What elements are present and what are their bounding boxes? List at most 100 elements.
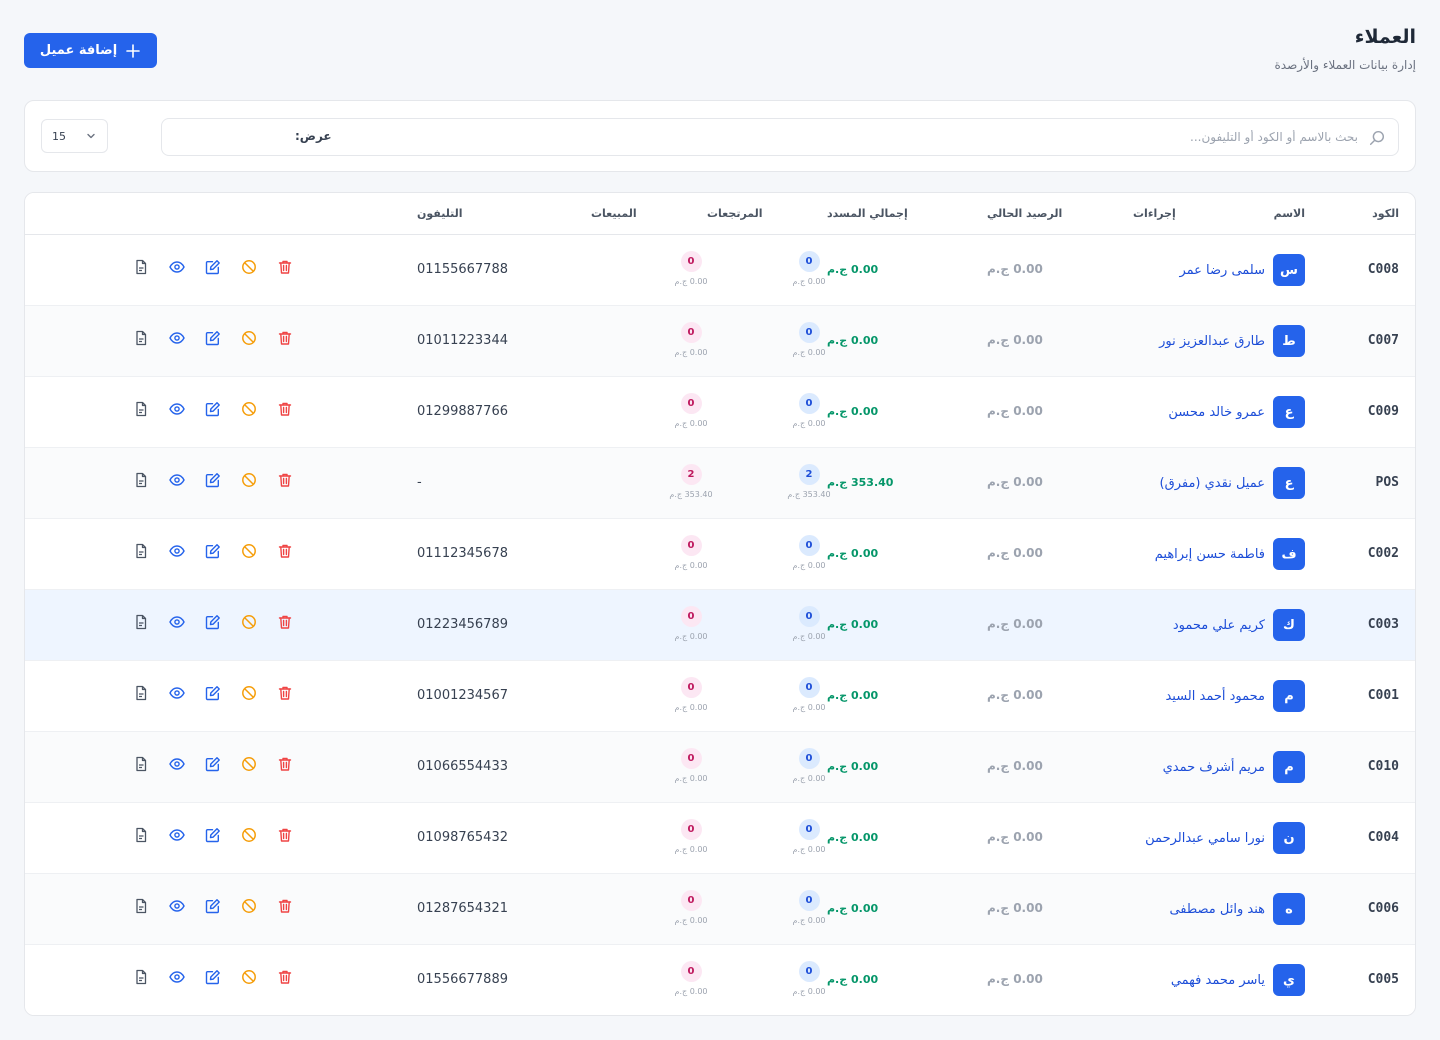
- edit-icon[interactable]: [205, 969, 221, 985]
- edit-icon[interactable]: [205, 472, 221, 488]
- edit-icon[interactable]: [205, 827, 221, 843]
- block-icon[interactable]: [241, 543, 257, 559]
- statement-icon[interactable]: [133, 756, 149, 772]
- block-icon[interactable]: [241, 969, 257, 985]
- block-icon[interactable]: [241, 259, 257, 275]
- filter-bar: عرض: 15: [24, 100, 1416, 172]
- edit-icon[interactable]: [205, 685, 221, 701]
- statement-icon[interactable]: [133, 898, 149, 914]
- customer-name-link[interactable]: كريم علي محمود: [1172, 617, 1265, 633]
- block-icon[interactable]: [241, 756, 257, 772]
- customer-name-link[interactable]: هند وائل مصطفى: [1169, 901, 1265, 917]
- statement-icon[interactable]: [133, 401, 149, 417]
- delete-icon[interactable]: [277, 401, 293, 417]
- statement-icon[interactable]: [133, 685, 149, 701]
- edit-icon[interactable]: [205, 543, 221, 559]
- customer-name-link[interactable]: ياسر محمد فهمي: [1170, 972, 1265, 988]
- view-icon[interactable]: [169, 827, 185, 843]
- table-row: C002 ف فاطمة حسن إبراهيم 01112345678 0 0…: [25, 519, 1415, 590]
- view-icon[interactable]: [169, 259, 185, 275]
- block-icon[interactable]: [241, 827, 257, 843]
- block-icon[interactable]: [241, 330, 257, 346]
- returns-cell: 0 0.00 ج.م: [661, 959, 721, 996]
- edit-icon[interactable]: [205, 614, 221, 630]
- customer-phone: 01155667788: [417, 262, 508, 277]
- view-icon[interactable]: [169, 614, 185, 630]
- current-balance: 0.00 ج.م: [987, 688, 1043, 702]
- edit-icon[interactable]: [205, 756, 221, 772]
- delete-icon[interactable]: [277, 259, 293, 275]
- delete-icon[interactable]: [277, 614, 293, 630]
- delete-icon[interactable]: [277, 969, 293, 985]
- view-icon[interactable]: [169, 969, 185, 985]
- edit-icon[interactable]: [205, 898, 221, 914]
- delete-icon[interactable]: [277, 756, 293, 772]
- block-icon[interactable]: [241, 472, 257, 488]
- customer-code: C004: [1367, 830, 1399, 845]
- add-customer-button[interactable]: إضافة عميل: [24, 33, 157, 68]
- view-icon[interactable]: [169, 756, 185, 772]
- view-icon[interactable]: [169, 401, 185, 417]
- returns-count-badge: 0: [680, 748, 702, 769]
- customer-phone: 01287654321: [417, 901, 508, 916]
- statement-icon[interactable]: [133, 330, 149, 346]
- view-icon[interactable]: [169, 898, 185, 914]
- delete-icon[interactable]: [277, 543, 293, 559]
- total-paid: 0.00 ج.م: [827, 334, 879, 347]
- header-balance: الرصيد الحالي: [987, 207, 1063, 220]
- customer-name-link[interactable]: محمود أحمد السيد: [1165, 688, 1265, 704]
- customer-name-cell: ط طارق عبدالعزيز نور: [1159, 325, 1305, 357]
- returns-count-badge: 0: [680, 393, 702, 414]
- total-paid: 0.00 ج.م: [827, 831, 879, 844]
- customer-phone: 01011223344: [417, 333, 508, 348]
- customer-name-link[interactable]: طارق عبدالعزيز نور: [1159, 333, 1265, 349]
- delete-icon[interactable]: [277, 827, 293, 843]
- edit-icon[interactable]: [205, 401, 221, 417]
- block-icon[interactable]: [241, 685, 257, 701]
- returns-cell: 0 0.00 ج.م: [661, 746, 721, 783]
- table-row: C008 س سلمى رضا عمر 01155667788 0 0.00 ج…: [25, 235, 1415, 306]
- statement-icon[interactable]: [133, 827, 149, 843]
- block-icon[interactable]: [241, 401, 257, 417]
- per-page-select[interactable]: 15: [41, 119, 108, 153]
- customer-name-link[interactable]: فاطمة حسن إبراهيم: [1154, 546, 1265, 562]
- edit-icon[interactable]: [205, 259, 221, 275]
- header-sales: المبيعات: [591, 207, 637, 220]
- chevron-down-icon: [87, 133, 95, 139]
- table-body: C008 س سلمى رضا عمر 01155667788 0 0.00 ج…: [25, 235, 1415, 1015]
- block-icon[interactable]: [241, 614, 257, 630]
- view-icon[interactable]: [169, 685, 185, 701]
- customer-phone: 01112345678: [417, 546, 508, 561]
- sales-count-badge: 0: [798, 819, 820, 840]
- current-balance: 0.00 ج.م: [987, 546, 1043, 560]
- edit-icon[interactable]: [205, 330, 221, 346]
- avatar: م: [1273, 680, 1305, 712]
- customer-name-link[interactable]: نورا سامي عبدالرحمن: [1145, 830, 1265, 846]
- customer-code: C008: [1367, 262, 1399, 277]
- current-balance: 0.00 ج.م: [987, 972, 1043, 986]
- block-icon[interactable]: [241, 898, 257, 914]
- statement-icon[interactable]: [133, 969, 149, 985]
- customer-name-link[interactable]: مريم أشرف حمدي: [1162, 759, 1265, 775]
- sales-count-badge: 0: [798, 393, 820, 414]
- search-input[interactable]: [174, 119, 1358, 155]
- view-icon[interactable]: [169, 472, 185, 488]
- customer-name-link[interactable]: عمرو خالد محسن: [1168, 404, 1265, 420]
- header-phone: التليفون: [417, 207, 463, 220]
- customer-name-link[interactable]: سلمى رضا عمر: [1179, 262, 1265, 278]
- statement-icon[interactable]: [133, 259, 149, 275]
- returns-count-badge: 0: [680, 606, 702, 627]
- delete-icon[interactable]: [277, 472, 293, 488]
- row-actions: [133, 898, 293, 914]
- delete-icon[interactable]: [277, 330, 293, 346]
- statement-icon[interactable]: [133, 614, 149, 630]
- statement-icon[interactable]: [133, 543, 149, 559]
- add-customer-label: إضافة عميل: [39, 43, 118, 58]
- view-icon[interactable]: [169, 330, 185, 346]
- statement-icon[interactable]: [133, 472, 149, 488]
- search-icon: [1369, 130, 1385, 146]
- delete-icon[interactable]: [277, 685, 293, 701]
- view-icon[interactable]: [169, 543, 185, 559]
- customer-name-link[interactable]: عميل نقدي (مفرق): [1159, 475, 1265, 491]
- delete-icon[interactable]: [277, 898, 293, 914]
